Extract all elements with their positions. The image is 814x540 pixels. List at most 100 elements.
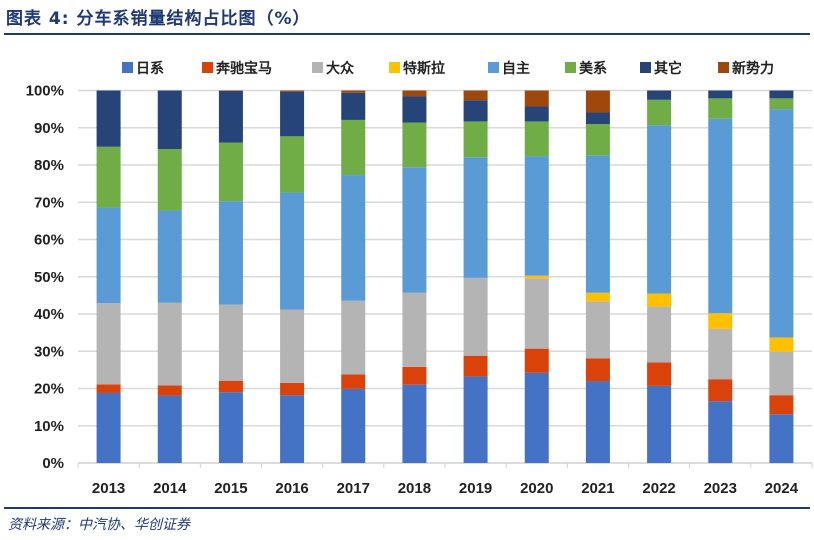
bar-segment xyxy=(280,90,305,92)
bar-segment xyxy=(769,337,794,352)
bar-segment xyxy=(524,275,549,279)
legend-swatch xyxy=(122,62,133,73)
bar-segment xyxy=(280,192,305,310)
bar-segment xyxy=(647,99,672,126)
y-tick-label: 80% xyxy=(34,157,64,174)
source-note: 资料来源：中汽协、华创证券 xyxy=(8,517,190,533)
legend-swatch xyxy=(202,62,213,73)
y-tick-label: 70% xyxy=(34,194,64,211)
bar-segment xyxy=(585,292,610,302)
y-tick-label: 40% xyxy=(34,306,64,323)
x-tick-label: 2013 xyxy=(92,480,125,497)
legend-swatch xyxy=(718,62,729,73)
bar-segment xyxy=(218,201,243,305)
bar-segment xyxy=(280,309,305,383)
bar-segment xyxy=(708,313,733,329)
bar-segment xyxy=(647,385,672,463)
bar-segment xyxy=(341,300,366,375)
bar-segment xyxy=(769,351,794,396)
bar-segment xyxy=(341,374,366,389)
bar-segment xyxy=(96,90,121,147)
legend-label: 新势力 xyxy=(732,60,774,77)
legend-label: 奔驰宝马 xyxy=(215,60,272,77)
legend-swatch xyxy=(565,62,576,73)
bar-segment xyxy=(157,302,182,386)
bar-segment xyxy=(157,148,182,211)
y-tick-label: 20% xyxy=(34,381,64,398)
bar-segment xyxy=(585,90,610,113)
bar-segment xyxy=(280,91,305,137)
bar-segment xyxy=(157,90,182,149)
bar-segment xyxy=(96,207,121,304)
bar-segment xyxy=(585,155,610,293)
bar-segment xyxy=(402,167,427,293)
bar-segment xyxy=(463,121,488,158)
legend-swatch xyxy=(488,62,499,73)
footer-divider xyxy=(4,507,810,509)
bar-segment xyxy=(96,303,121,385)
bar-segment xyxy=(463,90,488,101)
y-tick-label: 100% xyxy=(26,83,64,100)
bar-segment xyxy=(463,376,488,463)
bar-segment xyxy=(585,124,610,156)
bar-segment xyxy=(341,92,366,120)
bar-segment xyxy=(218,142,243,202)
bar-segment xyxy=(96,384,121,393)
x-tick-label: 2024 xyxy=(765,480,799,497)
y-tick-label: 10% xyxy=(34,418,64,435)
x-tick-label: 2014 xyxy=(153,480,187,497)
bar-segment xyxy=(708,98,733,119)
bar-segment xyxy=(647,125,672,294)
bar-segment xyxy=(96,146,121,208)
bar-segment xyxy=(157,210,182,303)
y-tick-label: 30% xyxy=(34,343,64,360)
title-divider xyxy=(4,33,810,35)
bar-segment xyxy=(402,122,427,168)
legend-swatch xyxy=(640,62,651,73)
bar-segment xyxy=(280,382,305,396)
bar-segment xyxy=(463,100,488,122)
legend-label: 美系 xyxy=(579,60,607,77)
y-tick-label: 90% xyxy=(34,120,64,137)
bar-segment xyxy=(708,401,733,463)
bar-segment xyxy=(647,90,672,100)
bar-segment xyxy=(708,90,733,99)
chart-title: 图表 4: 分车系销量结构占比图（%） xyxy=(6,9,311,29)
bar-segment xyxy=(157,395,182,463)
bar-segment xyxy=(96,392,121,463)
bar-segment xyxy=(218,304,243,381)
bar-segment xyxy=(463,277,488,356)
bar-segment xyxy=(647,293,672,307)
bar-segment xyxy=(341,388,366,463)
bar-segment xyxy=(524,90,549,107)
bar-segment xyxy=(218,392,243,463)
x-tick-label: 2023 xyxy=(704,480,737,497)
bar-segment xyxy=(769,395,794,415)
legend-label: 特斯拉 xyxy=(403,60,445,77)
y-tick-label: 50% xyxy=(34,269,64,286)
x-tick-label: 2016 xyxy=(275,480,308,497)
legend-swatch xyxy=(312,62,323,73)
x-tick-label: 2019 xyxy=(459,480,492,497)
x-tick-label: 2018 xyxy=(398,480,431,497)
legend-swatch xyxy=(389,62,400,73)
bar-segment xyxy=(524,121,549,157)
x-tick-label: 2017 xyxy=(337,480,370,497)
y-tick-label: 0% xyxy=(42,455,64,472)
bar-segment xyxy=(585,301,610,359)
bar-segment xyxy=(524,348,549,373)
bar-segment xyxy=(218,90,243,143)
bar-segment xyxy=(341,119,366,176)
x-tick-label: 2022 xyxy=(642,480,675,497)
bar-segment xyxy=(402,384,427,463)
bar-segment xyxy=(769,90,794,99)
bar-segment xyxy=(524,156,549,276)
bar-segment xyxy=(585,358,610,382)
bar-segment xyxy=(708,379,733,402)
bar-segment xyxy=(402,90,427,97)
legend-label: 其它 xyxy=(654,60,682,77)
bar-segment xyxy=(218,380,243,393)
bar-segment xyxy=(280,136,305,193)
bar-segment xyxy=(280,395,305,463)
